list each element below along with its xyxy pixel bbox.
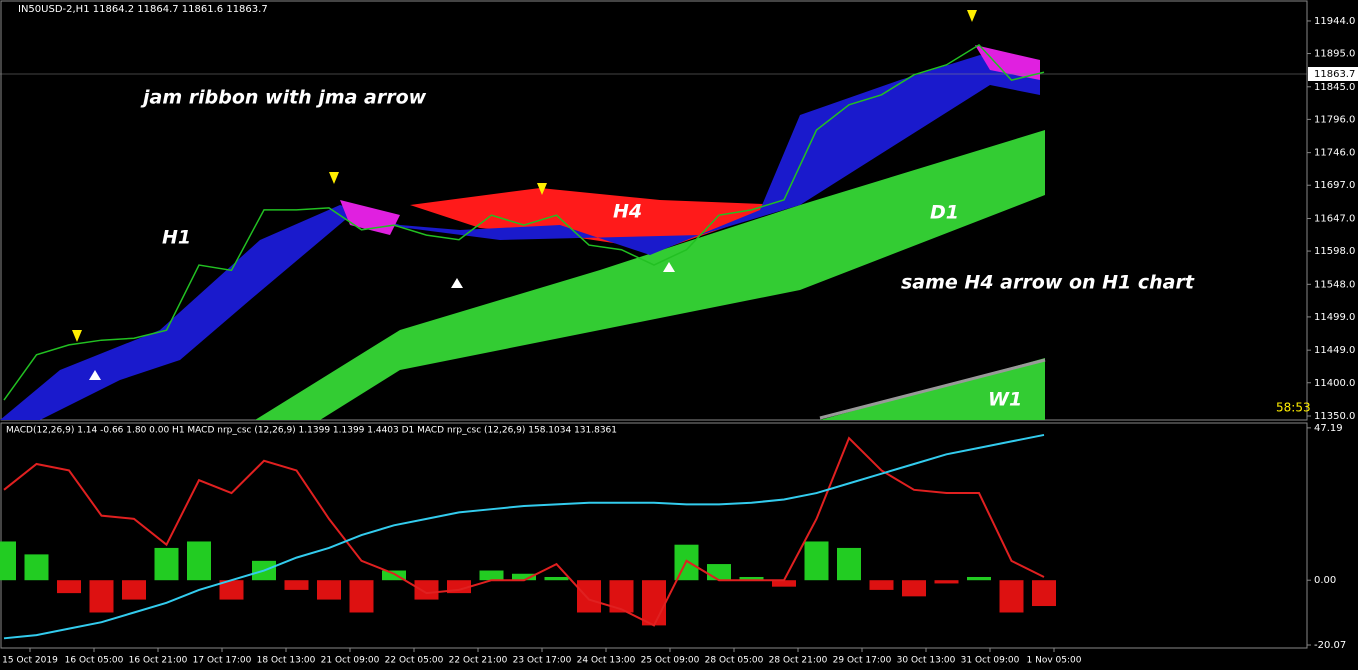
w1-edge xyxy=(819,358,1046,420)
timer: 58:53 xyxy=(1276,401,1311,415)
annotation: D1 xyxy=(930,202,959,224)
x-tick-label: 25 Oct 09:00 xyxy=(641,656,700,666)
chart-title: IN50USD-2,H1 11864.2 11864.7 11861.6 118… xyxy=(18,4,268,15)
histogram-bar xyxy=(479,570,504,581)
x-tick-label: 18 Oct 13:00 xyxy=(257,656,316,666)
annotation: W1 xyxy=(988,389,1022,411)
histogram-bar xyxy=(707,564,731,581)
d1-ribbon xyxy=(255,130,1045,420)
y-tick-label: 11746.0 xyxy=(1314,148,1355,159)
y-tick-label: 11499.0 xyxy=(1314,312,1355,323)
annotation: H4 xyxy=(613,201,642,223)
histogram-bar xyxy=(317,580,341,600)
histogram-bar xyxy=(934,580,959,584)
histogram-bar xyxy=(414,580,439,600)
histogram-bar xyxy=(544,576,569,581)
annotation: same H4 arrow on H1 chart xyxy=(901,272,1195,294)
histogram-bar xyxy=(772,580,796,587)
x-tick-label: 30 Oct 13:00 xyxy=(897,656,956,666)
current-price: 11863.7 xyxy=(1314,69,1355,80)
histogram-bar xyxy=(869,580,894,590)
x-tick-label: 28 Oct 05:00 xyxy=(705,656,764,666)
x-tick-label: 23 Oct 17:00 xyxy=(513,656,572,666)
macd-line xyxy=(3,436,1045,627)
x-tick-label: 15 Oct 2019 xyxy=(2,656,58,666)
d1-macd-line xyxy=(3,433,1045,640)
histogram-bar xyxy=(122,580,146,600)
macd-title: MACD(12,26,9) 1.14 -0.66 1.80 0.00 H1 MA… xyxy=(6,426,617,436)
macd-panel xyxy=(0,422,1308,649)
histogram-bar xyxy=(902,580,926,597)
y-tick-label: 11944.0 xyxy=(1314,16,1355,27)
x-tick-label: 1 Nov 05:00 xyxy=(1027,656,1082,666)
y-tick-label: 11400.0 xyxy=(1314,378,1355,389)
y-tick-label: -20.07 xyxy=(1314,640,1346,651)
histogram-bar xyxy=(0,541,16,581)
x-tick-label: 17 Oct 17:00 xyxy=(193,656,252,666)
histogram-bar xyxy=(154,547,179,581)
x-tick-label: 16 Oct 05:00 xyxy=(65,656,124,666)
y-tick-label: 11350.0 xyxy=(1314,411,1355,422)
histogram-bar xyxy=(512,573,536,581)
x-tick-label: 22 Oct 05:00 xyxy=(385,656,444,666)
histogram-bar xyxy=(382,570,406,581)
x-tick-label: 31 Oct 09:00 xyxy=(961,656,1020,666)
y-tick-label: 11895.0 xyxy=(1314,49,1355,60)
h4-ribbon xyxy=(410,188,790,250)
histogram-bar xyxy=(284,580,309,590)
annotation: H1 xyxy=(162,227,191,249)
x-tick-label: 24 Oct 13:00 xyxy=(577,656,636,666)
y-tick-label: 47.19 xyxy=(1314,423,1343,434)
x-tick-label: 16 Oct 21:00 xyxy=(129,656,188,666)
histogram-bar xyxy=(837,547,861,581)
h1-ribbon-down xyxy=(975,45,1040,80)
y-tick-label: 11449.0 xyxy=(1314,345,1355,356)
histogram-bar xyxy=(349,580,374,613)
histogram-bar xyxy=(24,554,49,581)
y-tick-label: 11647.0 xyxy=(1314,213,1355,224)
main-panel xyxy=(0,0,1308,421)
h1-ribbon xyxy=(0,55,1040,420)
histogram-bar xyxy=(967,576,991,581)
histogram-bar xyxy=(57,580,81,594)
x-tick-label: 28 Oct 21:00 xyxy=(769,656,828,666)
x-tick-label: 21 Oct 09:00 xyxy=(321,656,380,666)
histogram-bar xyxy=(219,580,244,600)
histogram-bar xyxy=(999,580,1024,613)
histogram-bar xyxy=(89,580,114,613)
histogram-bar xyxy=(804,541,829,581)
y-tick-label: 0.00 xyxy=(1314,575,1336,586)
annotation: jam ribbon with jma arrow xyxy=(140,87,427,109)
histogram-bar xyxy=(739,576,764,581)
y-tick-label: 11845.0 xyxy=(1314,82,1355,93)
histogram-bar xyxy=(577,580,601,613)
y-tick-label: 11598.0 xyxy=(1314,246,1355,257)
price-line xyxy=(3,43,1045,401)
y-tick-label: 11548.0 xyxy=(1314,279,1355,290)
y-tick-label: 11697.0 xyxy=(1314,180,1355,191)
current-price-box xyxy=(1308,67,1358,81)
x-tick-label: 29 Oct 17:00 xyxy=(833,656,892,666)
histogram-bar xyxy=(642,580,666,626)
x-tick-label: 22 Oct 21:00 xyxy=(449,656,508,666)
y-tick-label: 11796.0 xyxy=(1314,114,1355,125)
histogram-bar xyxy=(187,541,211,581)
histogram-bar xyxy=(1032,580,1056,607)
